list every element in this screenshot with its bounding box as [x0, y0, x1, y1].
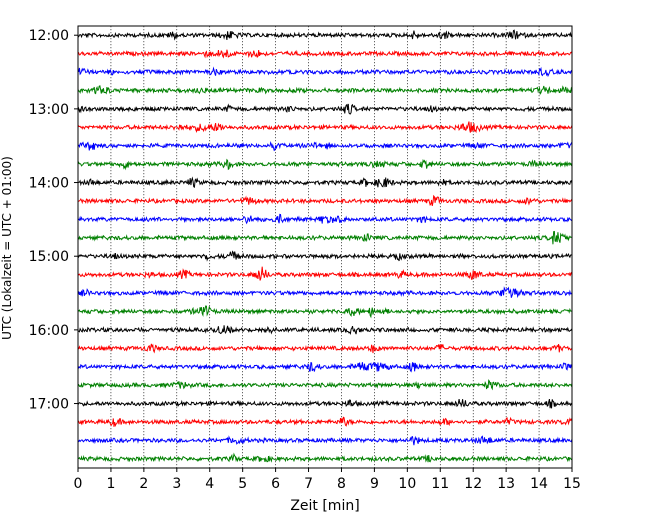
y-axis-ticks: 12:00 13:00 14:00 15:00 16:00 17:00 — [29, 28, 78, 413]
seismogram-trace — [77, 343, 573, 354]
x-tick-label: 5 — [238, 476, 247, 492]
y-tick-label: 16:00 — [29, 323, 69, 339]
x-tick-label: 3 — [172, 476, 181, 492]
seismogram-trace — [77, 305, 573, 319]
seismogram-trace — [77, 361, 573, 373]
y-tick-label: 12:00 — [29, 28, 69, 44]
seismogram-trace — [77, 213, 573, 225]
seismogram-traces — [77, 29, 573, 463]
seismogram-trace — [77, 176, 573, 188]
x-tick-label: 14 — [530, 476, 548, 492]
x-tick-label: 10 — [398, 476, 416, 492]
x-tick-label: 9 — [370, 476, 379, 492]
x-tick-label: 6 — [271, 476, 280, 492]
seismogram-trace — [77, 286, 573, 299]
x-tick-label: 11 — [431, 476, 449, 492]
y-tick-label: 17:00 — [29, 397, 69, 413]
x-tick-label: 7 — [304, 476, 313, 492]
x-axis-title: Zeit [min] — [290, 498, 359, 514]
seismogram-trace — [77, 250, 573, 262]
y-tick-label: 14:00 — [29, 176, 69, 192]
seismogram-trace — [77, 325, 573, 335]
seismogram-trace — [77, 66, 573, 78]
x-tick-label: 15 — [563, 476, 581, 492]
y-tick-label: 15:00 — [29, 249, 69, 265]
x-tick-label: 1 — [106, 476, 115, 492]
seismogram-trace — [77, 140, 573, 152]
seismogram-trace — [77, 416, 573, 427]
x-tick-label: 0 — [74, 476, 83, 492]
x-tick-label: 4 — [205, 476, 214, 492]
seismogram-trace — [77, 266, 573, 281]
seismogram-trace — [77, 158, 573, 171]
seismogram-trace — [77, 121, 573, 134]
seismogram-trace — [77, 452, 573, 463]
x-axis-ticks: 0 1 2 3 4 5 6 7 8 9 10 11 12 13 14 15 — [74, 468, 581, 492]
seismogram-trace — [77, 398, 573, 409]
seismogram-trace — [77, 379, 573, 391]
seismogram-trace — [77, 103, 573, 115]
y-tick-label: 13:00 — [29, 102, 69, 118]
x-tick-label: 2 — [139, 476, 148, 492]
seismogram-trace — [77, 194, 573, 207]
x-tick-label: 13 — [497, 476, 515, 492]
plot-frame — [77, 25, 573, 469]
seismogram-trace — [77, 435, 573, 446]
seismogram-trace — [77, 230, 573, 245]
x-tick-label: 12 — [464, 476, 482, 492]
x-tick-label: 8 — [337, 476, 346, 492]
seismogram-trace — [77, 85, 573, 96]
seismogram-trace — [77, 29, 572, 41]
seismogram-trace — [77, 49, 573, 59]
y-axis-title: UTC (Lokalzeit = UTC + 01:00) — [0, 156, 14, 340]
